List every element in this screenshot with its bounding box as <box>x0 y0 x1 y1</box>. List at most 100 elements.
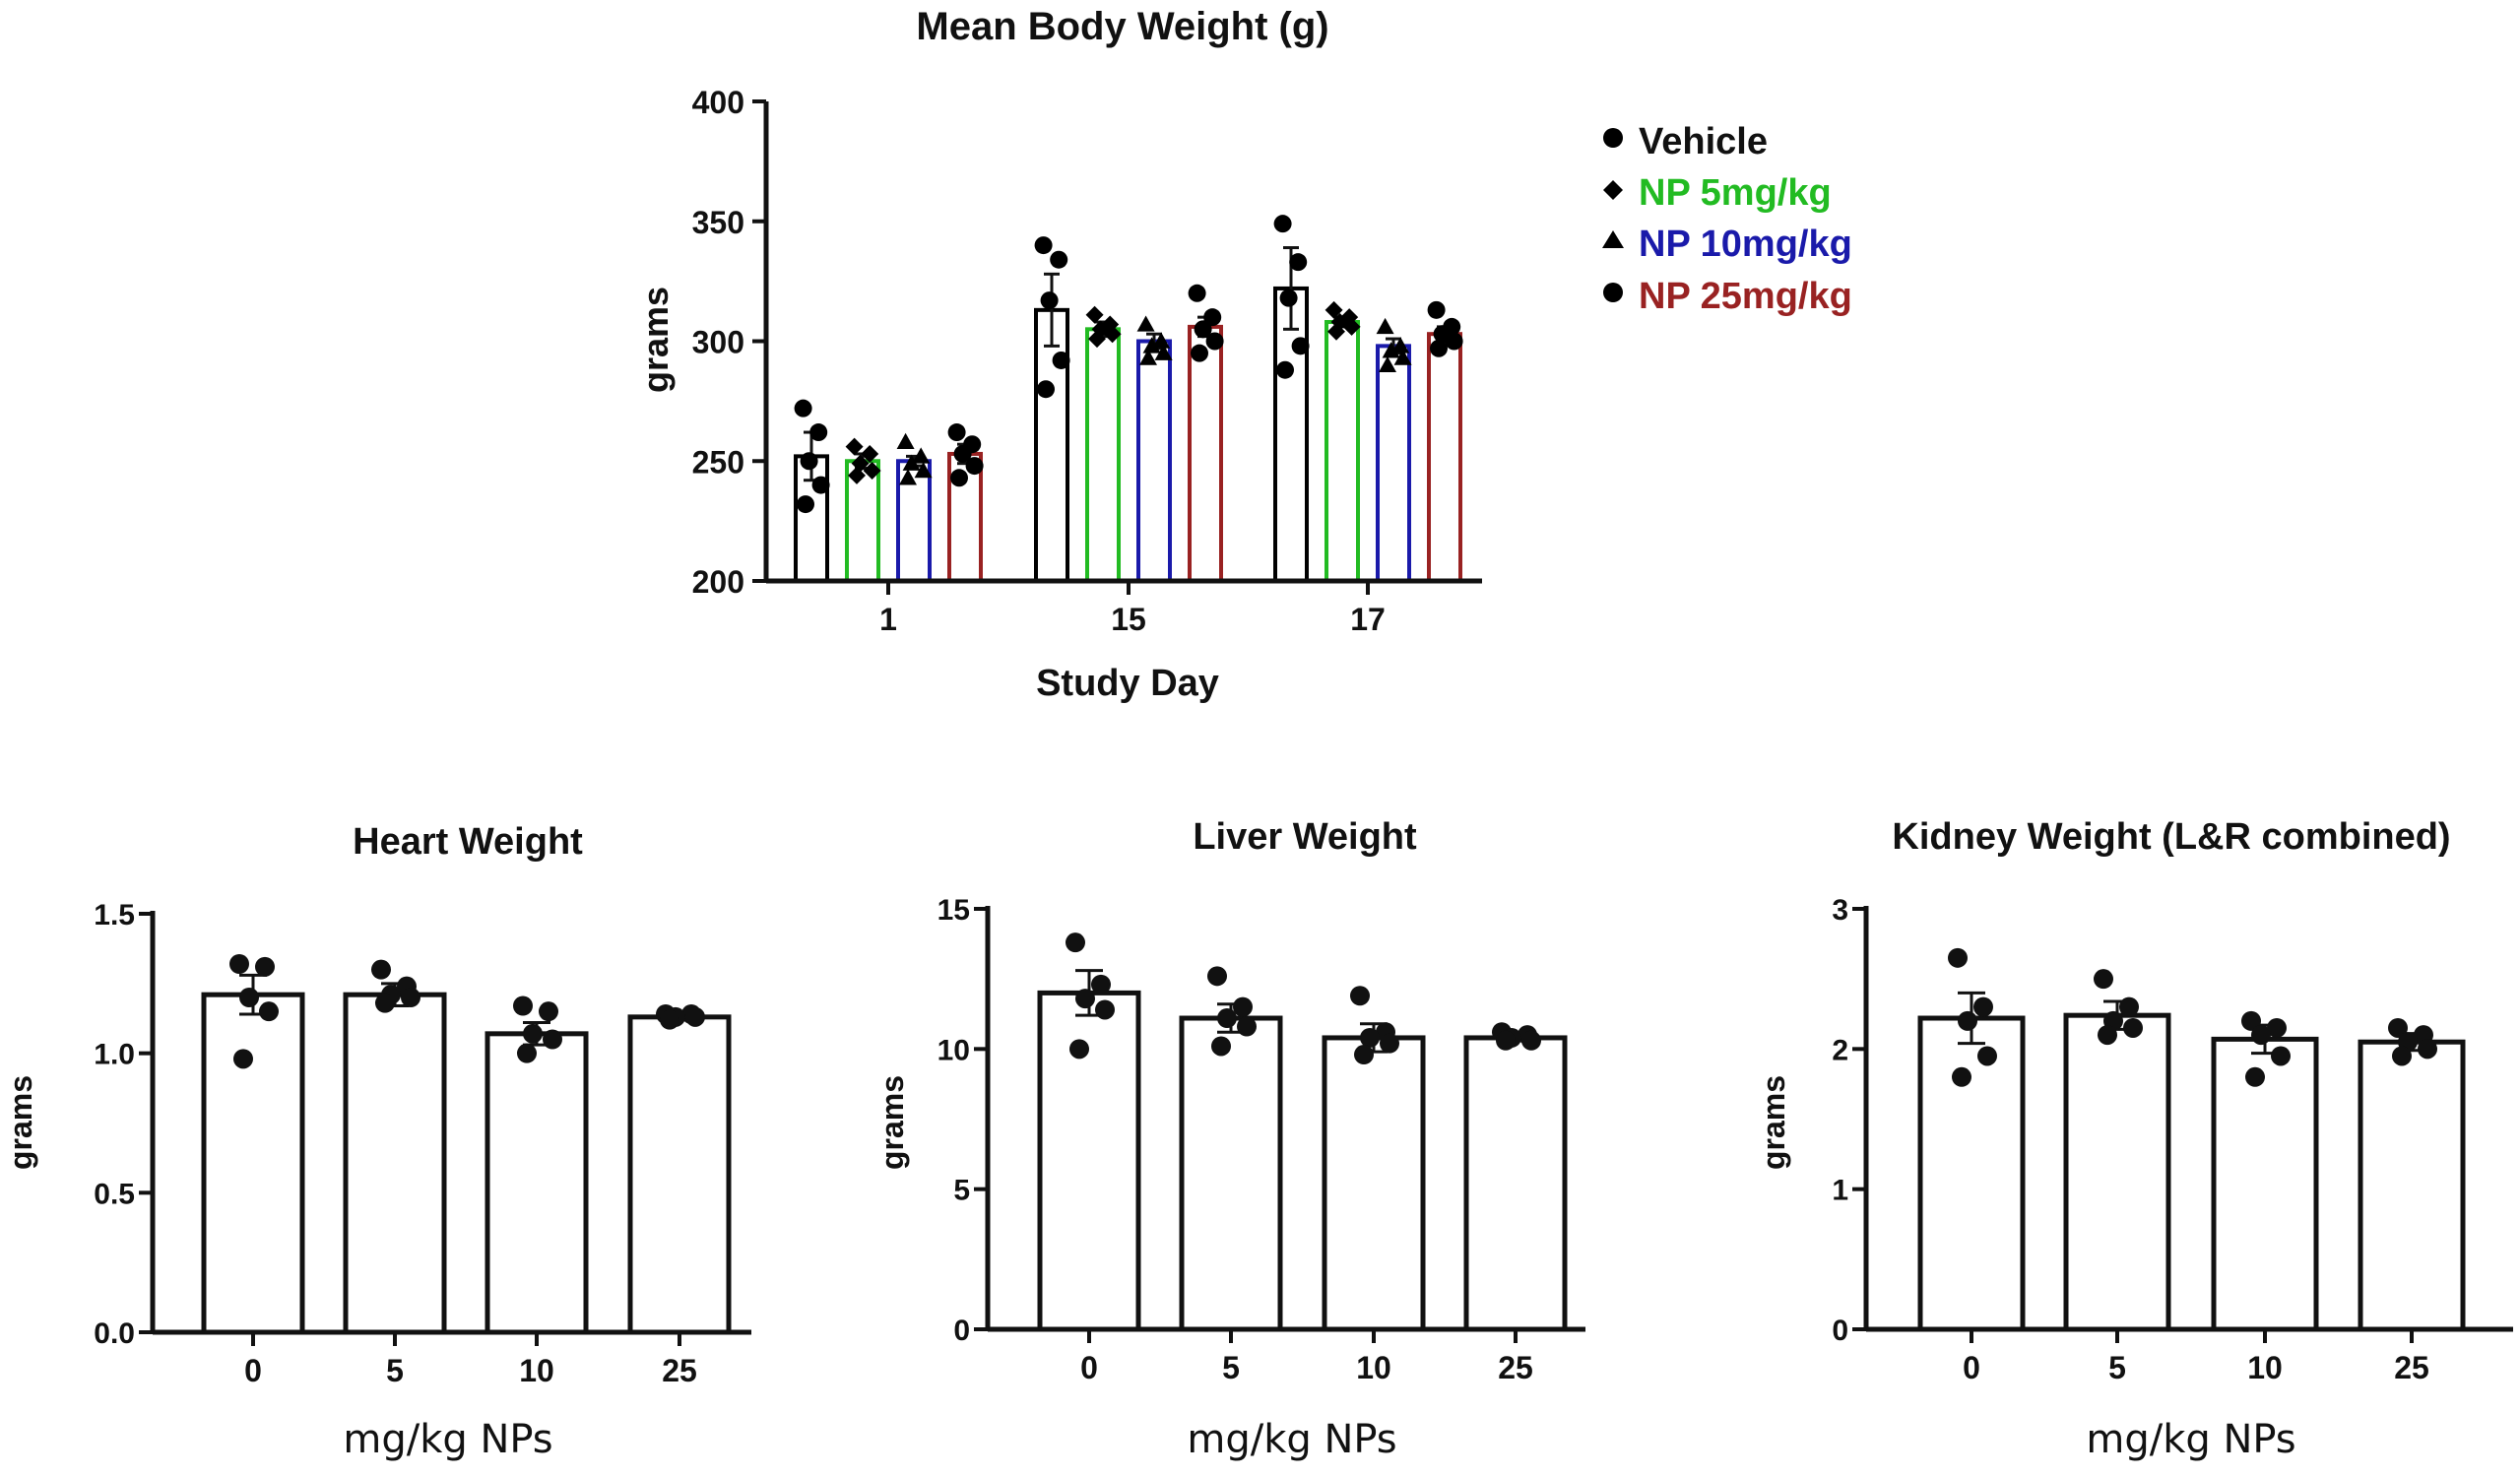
data-point <box>375 993 395 1013</box>
data-point <box>1291 337 1310 355</box>
data-point <box>1977 1046 1997 1066</box>
y-tick-label: 1.5 <box>94 899 135 931</box>
data-point <box>1136 315 1155 332</box>
bar <box>343 992 447 1335</box>
data-point <box>2267 1017 2287 1038</box>
data-point <box>863 461 881 480</box>
data-point <box>2098 1025 2117 1046</box>
legend-marker-circle <box>1603 128 1623 148</box>
legend-item-np-25: NP 25mg/kg <box>1603 276 1852 317</box>
x-tick-label: 17 <box>1350 602 1386 637</box>
data-point <box>902 454 921 471</box>
data-point <box>1289 253 1308 272</box>
kidney-weight-marks <box>1917 947 2466 1332</box>
data-point <box>1958 1010 1977 1031</box>
heart-weight-x-label: mg/kg NPs <box>343 1417 552 1462</box>
data-point <box>953 444 972 463</box>
data-point <box>239 988 259 1007</box>
body-weight-marks <box>794 215 1463 584</box>
data-point <box>2388 1017 2408 1038</box>
data-point <box>1040 291 1059 310</box>
data-point <box>1217 1008 1237 1029</box>
bar <box>1463 1035 1568 1332</box>
kidney-weight-x-label: mg/kg NPs <box>2086 1417 2295 1462</box>
data-point <box>2123 1017 2143 1038</box>
y-tick-label: 5 <box>953 1175 970 1207</box>
data-point <box>2241 1010 2261 1031</box>
legend-label-np-5: NP 5mg/kg <box>1639 172 1832 214</box>
data-point <box>1380 1033 1399 1054</box>
kidney-weight-panel: Kidney Weight (L&R combined) 0 1 2 3 0 5 10 25… <box>1756 816 2513 1462</box>
y-tick-label: 0 <box>953 1315 970 1347</box>
legend-label-np-10: NP 10mg/kg <box>1639 224 1852 265</box>
y-tick-label: 10 <box>937 1034 970 1066</box>
data-point <box>1103 325 1122 344</box>
liver-weight-y-ticks: 0 5 10 15 <box>937 894 988 1347</box>
liver-weight-marks <box>1037 932 1568 1332</box>
data-point <box>1496 1030 1516 1051</box>
legend: Vehicle NP 5mg/kg NP 10mg/kg NP 25mg/kg <box>1602 121 1852 317</box>
data-point <box>513 995 533 1016</box>
data-point <box>1139 349 1157 365</box>
data-point <box>1034 236 1053 255</box>
legend-label-vehicle: Vehicle <box>1639 121 1768 162</box>
data-point <box>685 1006 705 1027</box>
data-point <box>1194 320 1212 339</box>
data-point <box>1085 305 1104 324</box>
x-tick-label: 0 <box>244 1353 262 1388</box>
legend-marker-circle <box>1603 283 1623 302</box>
x-tick-label: 15 <box>1111 602 1146 637</box>
liver-weight-y-label: grams <box>874 1075 910 1170</box>
x-tick-label: 5 <box>2108 1350 2126 1385</box>
y-tick-label: 0.0 <box>94 1317 135 1350</box>
data-point <box>539 1001 558 1022</box>
bar <box>1427 332 1462 583</box>
data-point <box>1037 380 1055 399</box>
heart-weight-y-ticks: 0.0 0.5 1.0 1.5 <box>94 899 153 1350</box>
data-point <box>2119 996 2139 1017</box>
x-tick-label: 25 <box>662 1353 697 1388</box>
heart-weight-x-ticks: 0 5 10 25 <box>244 1332 697 1388</box>
data-point <box>797 495 814 514</box>
x-tick-label: 0 <box>1963 1350 1980 1385</box>
data-point <box>2094 969 2113 990</box>
bar <box>1188 324 1223 583</box>
y-tick-label: 200 <box>692 564 744 600</box>
data-point <box>1350 986 1370 1006</box>
heart-weight-marks <box>201 954 732 1335</box>
data-point <box>2392 1046 2412 1066</box>
data-point <box>1325 300 1343 319</box>
data-point <box>233 1049 253 1069</box>
liver-weight-title: Liver Weight <box>1193 816 1417 858</box>
data-point <box>2271 1046 2291 1066</box>
data-point <box>1069 1039 1089 1060</box>
x-tick-label: 10 <box>2247 1350 2283 1385</box>
bar <box>2358 1039 2466 1332</box>
kidney-weight-y-label: grams <box>1756 1075 1791 1170</box>
bar <box>1322 1035 1426 1332</box>
legend-item-np-5: NP 5mg/kg <box>1603 172 1832 214</box>
y-tick-label: 0.5 <box>94 1178 135 1210</box>
data-point <box>517 1043 537 1063</box>
data-point <box>1521 1030 1541 1051</box>
data-point <box>1393 349 1412 365</box>
data-point <box>896 432 915 449</box>
data-point <box>1391 337 1410 353</box>
bar <box>201 992 305 1335</box>
body-weight-x-ticks: 1 15 17 <box>879 581 1386 637</box>
data-point <box>950 469 968 487</box>
data-point <box>845 437 864 456</box>
error-bar <box>1044 272 1060 348</box>
data-point <box>811 476 830 494</box>
heart-weight-panel: Heart Weight 0.0 0.5 1.0 1.5 0 5 10 25 mg/kg N… <box>3 821 751 1462</box>
data-point <box>965 457 984 476</box>
x-tick-label: 10 <box>519 1353 554 1388</box>
data-point <box>1050 250 1068 269</box>
data-point <box>912 447 931 464</box>
data-point <box>2245 1066 2265 1087</box>
data-point <box>1327 322 1345 341</box>
heart-weight-y-label: grams <box>3 1075 38 1170</box>
y-tick-label: 300 <box>692 325 744 360</box>
legend-item-vehicle: Vehicle <box>1603 121 1768 162</box>
